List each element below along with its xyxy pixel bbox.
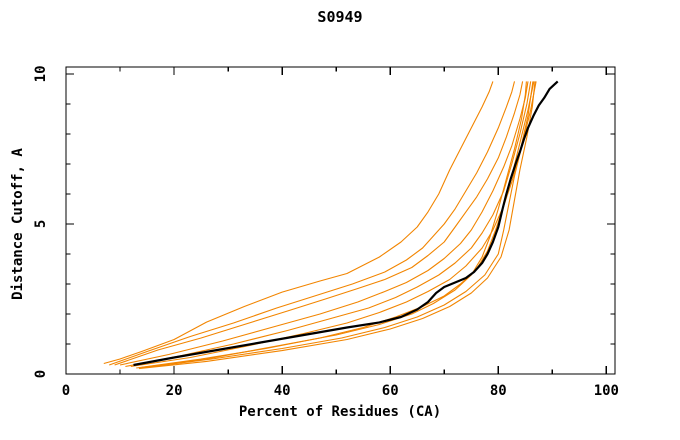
y-tick-label: 10	[33, 65, 49, 82]
prediction-curve	[109, 81, 516, 366]
prediction-curve	[103, 81, 494, 365]
y-tick-label: 0	[33, 370, 49, 378]
prediction-curve	[138, 81, 536, 370]
x-tick-label: 20	[166, 383, 183, 399]
plot-box	[65, 66, 616, 375]
prediction-curve	[141, 81, 527, 368]
x-tick-label: 100	[594, 383, 619, 399]
y-tick-label: 5	[33, 220, 49, 228]
target-curve	[133, 80, 559, 367]
x-tick-label: 0	[62, 383, 70, 399]
series-group	[103, 80, 559, 370]
prediction-curve	[119, 81, 529, 366]
prediction-curve	[125, 81, 532, 368]
labels-group: 0 20 40 60 80 100 0 5 10 S0949 Percent of Residues…	[10, 8, 619, 420]
x-tick-label: 60	[382, 383, 399, 399]
y-axis-label: Distance Cutoff, A	[10, 148, 26, 300]
x-axis-label: Percent of Residues (CA)	[239, 404, 441, 420]
prediction-curve	[141, 81, 537, 369]
x-tick-label: 40	[274, 383, 291, 399]
prediction-curve	[114, 81, 524, 366]
x-tick-label: 80	[490, 383, 507, 399]
prediction-curve	[130, 81, 534, 368]
chart-title: S0949	[317, 8, 362, 26]
axes-group	[65, 66, 616, 375]
